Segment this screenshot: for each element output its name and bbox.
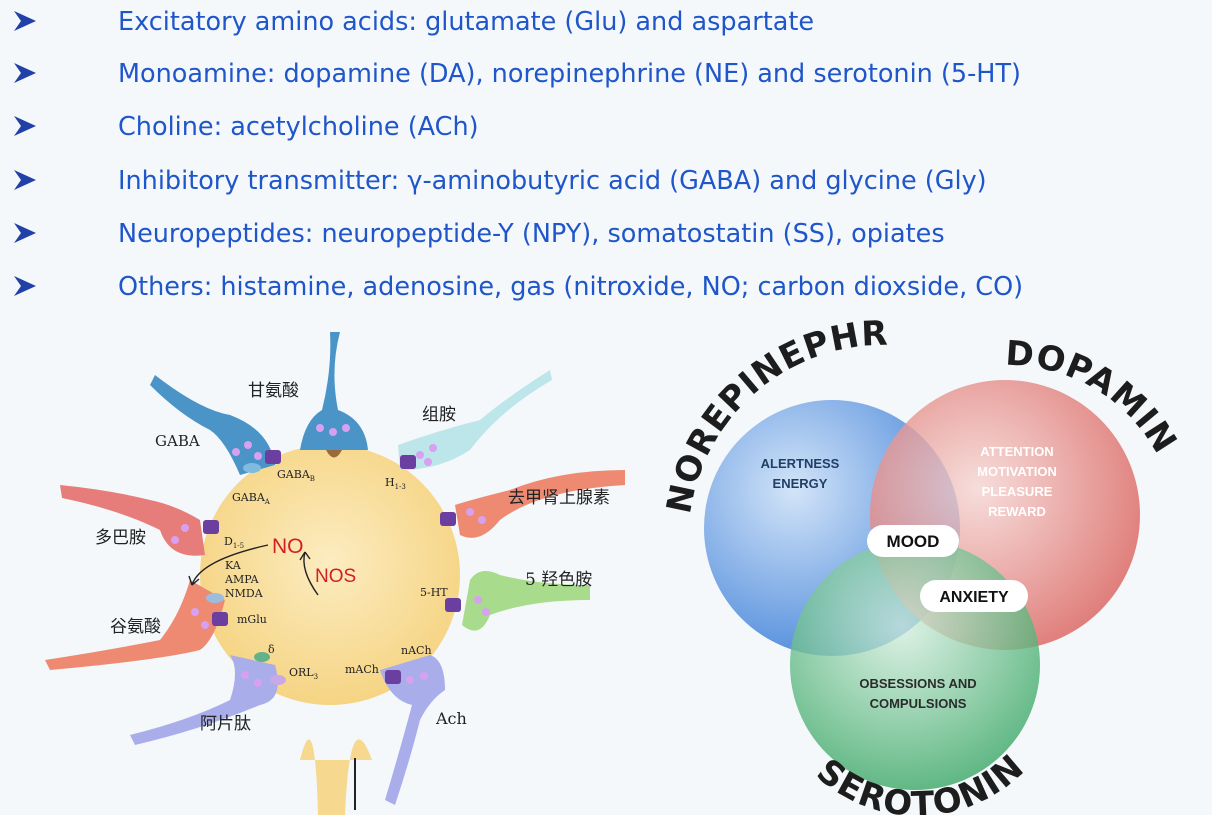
label-dopamine: 多巴胺 — [95, 528, 146, 548]
bullet-text: Others: histamine, adenosine, gas (nitro… — [118, 272, 1024, 302]
arrow-bullet-icon — [14, 276, 36, 296]
cell-body — [200, 445, 460, 705]
nos-arrow — [303, 551, 319, 596]
arrow-bullet-icon — [14, 116, 36, 136]
arrow-bullet-icon — [14, 170, 36, 190]
label-gaba-a: GABAA — [232, 491, 271, 506]
label-nach: nACh — [401, 644, 432, 657]
bullet-item: Inhibitory transmitter: γ-aminobutyric a… — [0, 155, 1212, 207]
glutamate-terminal — [45, 580, 225, 670]
receptor-glyphs — [203, 450, 461, 684]
label-opioid: 阿片肽 — [200, 714, 251, 734]
bullet-text: Monoamine: dopamine (DA), norepinephrine… — [118, 59, 1022, 89]
label-gaba: GABA — [155, 432, 200, 450]
label-ampa: AMPA — [224, 573, 260, 586]
diagram-area: 甘氨酸 GABA 组胺 去甲肾上腺素 多巴胺 5 羟色胺 谷氨酸 阿片肽 Ach… — [0, 320, 1184, 815]
glycine-terminal — [300, 332, 368, 458]
label-mglu: mGlu — [237, 613, 267, 626]
arrow-bullet-icon — [14, 11, 36, 31]
bullet-text: Inhibitory transmitter: γ-aminobutyric a… — [118, 166, 987, 196]
label-ach: Ach — [435, 709, 467, 728]
histamine-terminal — [398, 370, 552, 470]
label-glycine: 甘氨酸 — [248, 381, 299, 401]
arrow-bullet-icon — [14, 223, 36, 243]
dopamine-terminal — [60, 485, 205, 556]
bullet-item: Others: histamine, adenosine, gas (nitro… — [0, 261, 1212, 313]
label-nmda: NMDA — [225, 587, 264, 600]
venn-mood-label: MOOD — [887, 532, 940, 551]
venn-mood-badge: MOOD — [867, 525, 959, 557]
label-h: H1-3 — [385, 476, 406, 491]
arrow-bullet-icon — [14, 63, 36, 83]
bullet-text: Neuropeptides: neuropeptide-Y (NPY), som… — [118, 219, 945, 249]
venn-anxiety-label: ANXIETY — [939, 589, 1009, 606]
no-arrow — [191, 544, 269, 586]
venn-ne-line1: ALERTNESS — [761, 456, 840, 471]
bullet-text: Excitatory amino acids: glutamate (Glu) … — [118, 7, 815, 37]
label-serotonin: 5 羟色胺 — [525, 570, 592, 590]
label-nos: NOS — [315, 566, 356, 587]
label-ka: KA — [225, 559, 242, 572]
venn-da-line3: PLEASURE — [982, 484, 1053, 499]
norepinephrine-terminal — [455, 470, 625, 538]
label-glutamate: 谷氨酸 — [110, 617, 161, 637]
label-delta: δ — [268, 643, 275, 656]
label-gaba-b: GABAB — [277, 468, 315, 483]
venn-se-line2: COMPULSIONS — [870, 696, 967, 711]
bullet-item: Choline: acetylcholine (ACh) — [0, 101, 1212, 153]
venn-anxiety-badge: ANXIETY — [920, 580, 1028, 612]
venn-da-line1: ATTENTION — [980, 444, 1053, 459]
serotonin-terminal — [462, 571, 590, 631]
neuron-labels: 甘氨酸 GABA 组胺 去甲肾上腺素 多巴胺 5 羟色胺 谷氨酸 阿片肽 Ach… — [95, 381, 610, 734]
venn-ne-line2: ENERGY — [773, 476, 828, 491]
venn-se-line1: OBSESSIONS AND — [859, 676, 976, 691]
label-d: D1-5 — [224, 535, 244, 550]
venn-da-line2: MOTIVATION — [977, 464, 1057, 479]
ach-terminal — [380, 655, 445, 805]
label-histamine: 组胺 — [422, 405, 456, 425]
gaba-terminal — [150, 375, 275, 475]
label-orl: ORL3 — [289, 666, 318, 681]
opioid-terminal — [130, 655, 278, 745]
neuron-diagram: 甘氨酸 GABA 组胺 去甲肾上腺素 多巴胺 5 羟色胺 谷氨酸 阿片肽 Ach… — [45, 332, 625, 815]
label-mach: mACh — [345, 663, 379, 676]
bullet-item: Excitatory amino acids: glutamate (Glu) … — [0, 0, 1212, 48]
bullet-item: Neuropeptides: neuropeptide-Y (NPY), som… — [0, 208, 1212, 260]
venn-da-line4: REWARD — [988, 504, 1046, 519]
label-norepinephrine: 去甲肾上腺素 — [508, 488, 610, 508]
label-no: NO — [272, 535, 304, 558]
bullet-text: Choline: acetylcholine (ACh) — [118, 112, 479, 142]
axon-shape — [300, 739, 372, 815]
label-5ht-receptor: 5-HT — [420, 586, 448, 599]
bullet-item: Monoamine: dopamine (DA), norepinephrine… — [0, 48, 1212, 100]
